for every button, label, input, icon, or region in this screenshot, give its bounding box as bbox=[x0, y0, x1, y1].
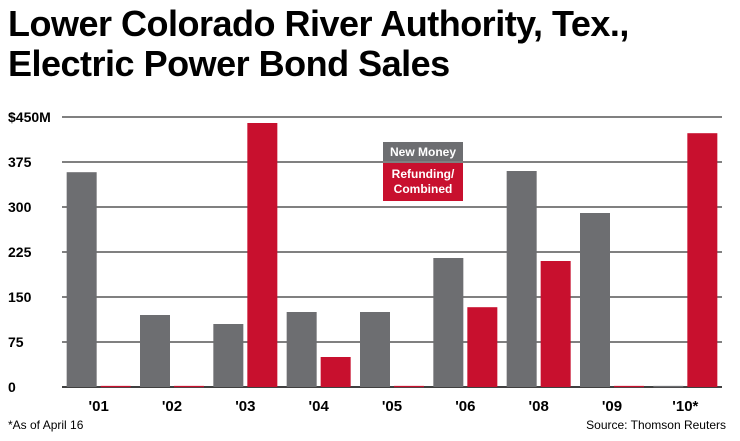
footnote: *As of April 16 bbox=[8, 418, 84, 432]
legend-swatch-refunding bbox=[383, 163, 463, 201]
bar-refunding bbox=[320, 357, 351, 387]
legend-swatch-new-money bbox=[383, 142, 463, 161]
bar-new-money bbox=[433, 258, 464, 387]
bar-new-money bbox=[213, 324, 244, 387]
y-tick-label: $450M bbox=[8, 109, 51, 125]
bar-new-money bbox=[580, 213, 610, 387]
bar-refunding bbox=[687, 133, 718, 387]
y-tick-label: 300 bbox=[8, 199, 32, 215]
chart-title-line2: Electric Power Bond Sales bbox=[8, 43, 450, 84]
y-tick-label: 375 bbox=[8, 154, 32, 170]
x-tick-label: '05 bbox=[382, 398, 402, 415]
chart-title-line1: Lower Colorado River Authority, Tex., bbox=[8, 3, 629, 44]
y-tick-label: 75 bbox=[8, 334, 24, 350]
x-tick-label: '04 bbox=[309, 398, 330, 415]
x-tick-label: '01 bbox=[89, 398, 109, 415]
bar-new-money bbox=[286, 312, 317, 387]
chart-title: Lower Colorado River Authority, Tex., El… bbox=[8, 4, 629, 84]
bar-refunding bbox=[467, 307, 498, 387]
bar-new-money bbox=[360, 312, 390, 387]
x-tick-label: '10* bbox=[672, 398, 698, 415]
bar-refunding bbox=[247, 123, 278, 387]
legend-label-refunding: Refunding/Combined bbox=[392, 167, 455, 196]
legend-label-new-money: New Money bbox=[390, 145, 456, 159]
legend-label-refunding-line: Combined bbox=[394, 182, 453, 196]
y-tick-label: 150 bbox=[8, 289, 32, 305]
bar-new-money bbox=[66, 172, 97, 387]
legend-label-refunding-line: Refunding/ bbox=[392, 167, 455, 181]
x-tick-label: '03 bbox=[235, 398, 255, 415]
y-tick-label: 0 bbox=[8, 379, 16, 395]
y-tick-label: 225 bbox=[8, 244, 32, 260]
bar-new-money bbox=[506, 171, 537, 387]
bar-new-money bbox=[140, 315, 170, 387]
x-tick-label: '02 bbox=[162, 398, 182, 415]
x-tick-label: '06 bbox=[455, 398, 475, 415]
x-tick-label: '08 bbox=[529, 398, 549, 415]
x-tick-label: '09 bbox=[602, 398, 622, 415]
bar-refunding bbox=[540, 261, 571, 387]
source-note: Source: Thomson Reuters bbox=[586, 418, 726, 432]
